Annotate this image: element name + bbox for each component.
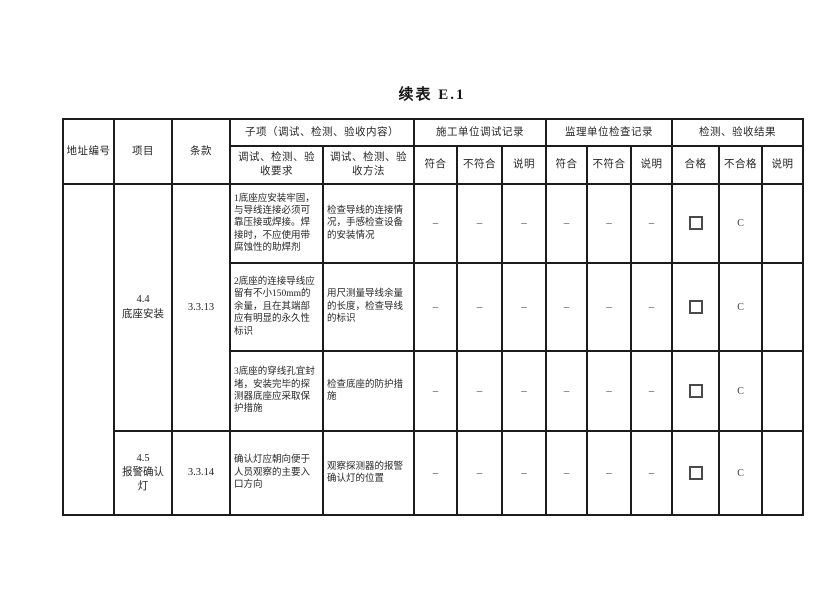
method-cell: 用尺测量导线余量的长度，检查导线的标识 bbox=[322, 262, 415, 352]
supervision-nonconform-cell: – bbox=[586, 350, 633, 432]
header-supervision-group: 监理单位检查记录 bbox=[545, 118, 674, 147]
empty-checkbox-icon bbox=[688, 216, 703, 231]
header-result-note: 说明 bbox=[761, 145, 805, 185]
project-cell: 4.4 底座安装 bbox=[113, 183, 173, 432]
construction-nonconform-cell: – bbox=[456, 430, 503, 516]
header-construction-nonconform: 不符合 bbox=[456, 145, 503, 185]
header-subitem-group: 子项（调试、检测、验收内容） bbox=[229, 118, 415, 147]
method-cell: 检查导线的连接情况，手感检查设备的安装情况 bbox=[322, 183, 415, 264]
project-name: 报警确认灯 bbox=[122, 466, 164, 493]
construction-nonconform-cell: – bbox=[456, 183, 503, 264]
result-qualified-cell bbox=[671, 350, 721, 432]
header-address-code: 地址编号 bbox=[62, 118, 115, 185]
header-requirement: 调试、检测、验收要求 bbox=[229, 145, 324, 185]
construction-note-cell: – bbox=[500, 262, 548, 352]
header-result-group: 检测、验收结果 bbox=[671, 118, 805, 147]
supervision-nonconform-cell: – bbox=[586, 430, 633, 516]
clause-cell: 3.3.13 bbox=[171, 183, 231, 432]
result-unqualified-cell: C bbox=[718, 350, 764, 432]
construction-nonconform-cell: – bbox=[456, 262, 503, 352]
method-cell: 检查底座的防护措施 bbox=[322, 350, 415, 432]
construction-note-cell: – bbox=[500, 430, 548, 516]
project-code: 4.4 bbox=[136, 294, 150, 306]
result-note-cell bbox=[761, 183, 805, 264]
project-code: 4.5 bbox=[136, 452, 150, 464]
result-unqualified-cell: C bbox=[718, 183, 764, 264]
result-note-cell bbox=[761, 430, 805, 516]
header-construction-note: 说明 bbox=[500, 145, 548, 185]
result-qualified-cell bbox=[671, 262, 721, 352]
result-note-cell bbox=[761, 350, 805, 432]
result-note-cell bbox=[761, 262, 805, 352]
requirement-cell: 确认灯应朝向便于人员观察的主要入口方向 bbox=[229, 430, 324, 516]
header-construction-conform: 符合 bbox=[413, 145, 458, 185]
empty-checkbox-icon bbox=[688, 465, 703, 480]
method-cell: 观察探测器的报警确认灯的位置 bbox=[322, 430, 415, 516]
result-qualified-cell bbox=[671, 183, 721, 264]
header-row-groups: 地址编号 项目 条款 子项（调试、检测、验收内容） 施工单位调试记录 监理单位检… bbox=[62, 118, 805, 185]
result-qualified-cell bbox=[671, 430, 721, 516]
page-title: 续表 E.1 bbox=[398, 87, 466, 103]
table-row: 3底座的穿线孔宜封堵，安装完毕的探测器底座应采取保护措施 检查底座的防护措施 –… bbox=[63, 350, 805, 432]
header-supervision-note: 说明 bbox=[630, 145, 674, 185]
project-name: 底座安装 bbox=[122, 308, 164, 320]
header-construction-group: 施工单位调试记录 bbox=[412, 118, 548, 147]
construction-conform-cell: – bbox=[413, 262, 458, 352]
requirement-cell: 2底座的连接导线应留有不小150mm的余量，且在其端部应有明显的永久性标识 bbox=[229, 262, 324, 352]
supervision-note-cell: – bbox=[630, 350, 674, 432]
requirement-cell: 3底座的穿线孔宜封堵，安装完毕的探测器底座应采取保护措施 bbox=[229, 350, 324, 432]
construction-nonconform-cell: – bbox=[456, 350, 503, 432]
header-result-qualified: 合格 bbox=[671, 145, 721, 185]
construction-note-cell: – bbox=[500, 350, 548, 432]
header-row-subcolumns: 调试、检测、验收要求 调试、检测、验收方法 符合 不符合 说明 符合 不符合 说… bbox=[63, 145, 805, 185]
table-row: 2底座的连接导线应留有不小150mm的余量，且在其端部应有明显的永久性标识 用尺… bbox=[63, 262, 805, 352]
header-supervision-nonconform: 不符合 bbox=[586, 145, 633, 185]
project-cell: 4.5 报警确认灯 bbox=[113, 430, 173, 516]
supervision-note-cell: – bbox=[630, 262, 674, 352]
requirement-cell: 1底座应安装牢固，与导线连接必须可靠压接或焊接。焊接时，不应使用带腐蚀性的助焊剂 bbox=[229, 183, 324, 264]
header-clause: 条款 bbox=[171, 118, 231, 185]
header-supervision-conform: 符合 bbox=[545, 145, 589, 185]
table-row: 4.5 报警确认灯 3.3.14 确认灯应朝向便于人员观察的主要入口方向 观察探… bbox=[63, 430, 805, 516]
supervision-nonconform-cell: – bbox=[586, 262, 633, 352]
empty-checkbox-icon bbox=[688, 383, 703, 398]
supervision-conform-cell: – bbox=[545, 350, 589, 432]
empty-checkbox-icon bbox=[688, 299, 703, 314]
result-unqualified-cell: C bbox=[718, 430, 764, 516]
supervision-conform-cell: – bbox=[545, 430, 589, 516]
acceptance-record-table: 地址编号 项目 条款 子项（调试、检测、验收内容） 施工单位调试记录 监理单位检… bbox=[62, 118, 805, 516]
header-method: 调试、检测、验收方法 bbox=[322, 145, 415, 185]
header-project: 项目 bbox=[113, 118, 173, 185]
header-result-unqualified: 不合格 bbox=[718, 145, 764, 185]
clause-cell: 3.3.14 bbox=[171, 430, 231, 516]
supervision-conform-cell: – bbox=[545, 262, 589, 352]
construction-conform-cell: – bbox=[413, 430, 458, 516]
supervision-note-cell: – bbox=[630, 183, 674, 264]
construction-note-cell: – bbox=[500, 183, 548, 264]
construction-conform-cell: – bbox=[413, 350, 458, 432]
table-row: 4.4 底座安装 3.3.13 1底座应安装牢固，与导线连接必须可靠压接或焊接。… bbox=[62, 183, 805, 516]
supervision-note-cell: – bbox=[630, 430, 674, 516]
result-unqualified-cell: C bbox=[718, 262, 764, 352]
construction-conform-cell: – bbox=[413, 183, 458, 264]
address-code-cell bbox=[62, 183, 115, 516]
supervision-nonconform-cell: – bbox=[586, 183, 633, 264]
supervision-conform-cell: – bbox=[545, 183, 589, 264]
